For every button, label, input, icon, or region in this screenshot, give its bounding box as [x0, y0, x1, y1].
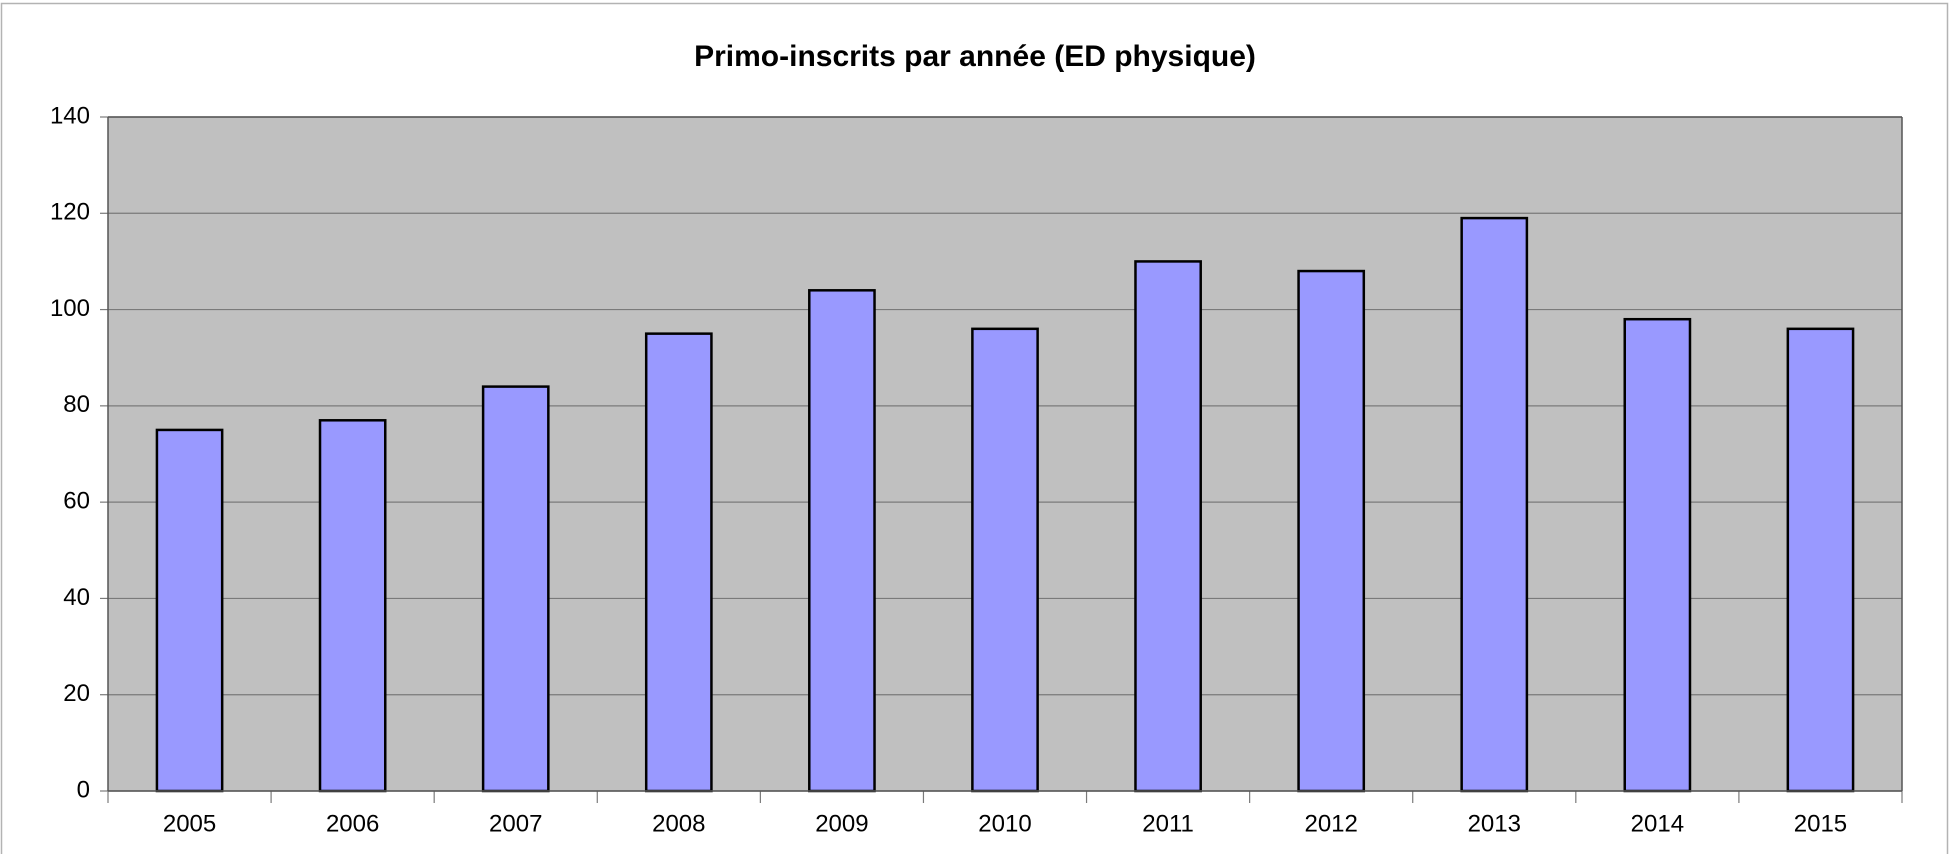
x-tick-label: 2011: [1142, 810, 1194, 837]
y-tick-label: 100: [50, 295, 90, 322]
bar: [318, 419, 387, 793]
x-tick-label: 2009: [815, 810, 868, 837]
x-tick-label: 2014: [1631, 810, 1684, 837]
x-tick-label: 2008: [652, 810, 705, 837]
chart-title: Primo-inscrits par année (ED physique): [694, 40, 1256, 73]
y-tick-label: 140: [50, 102, 90, 129]
bar: [808, 289, 876, 793]
bar: [1786, 327, 1855, 793]
bar: [481, 385, 550, 793]
y-tick-label: 40: [63, 584, 90, 611]
bar: [1297, 269, 1366, 793]
bar: [1134, 260, 1202, 793]
y-tick-label: 20: [63, 680, 90, 707]
x-tick-label: 2015: [1794, 810, 1847, 837]
x-tick-label: 2012: [1304, 810, 1357, 837]
y-tick-label: 60: [63, 487, 90, 514]
x-tick-label: 2006: [326, 810, 379, 837]
y-tick-label: 0: [77, 776, 90, 803]
bar: [155, 428, 224, 793]
bar: [1623, 317, 1692, 793]
y-tick-label: 120: [50, 199, 90, 226]
x-tick-label: 2005: [163, 810, 216, 837]
y-tick-label: 80: [63, 391, 90, 418]
x-tick-label: 2007: [489, 810, 542, 837]
bar: [1460, 216, 1529, 793]
bar: [644, 332, 713, 793]
x-tick-label: 2010: [978, 810, 1031, 837]
x-tick-label: 2013: [1468, 810, 1521, 837]
bar: [971, 327, 1039, 793]
